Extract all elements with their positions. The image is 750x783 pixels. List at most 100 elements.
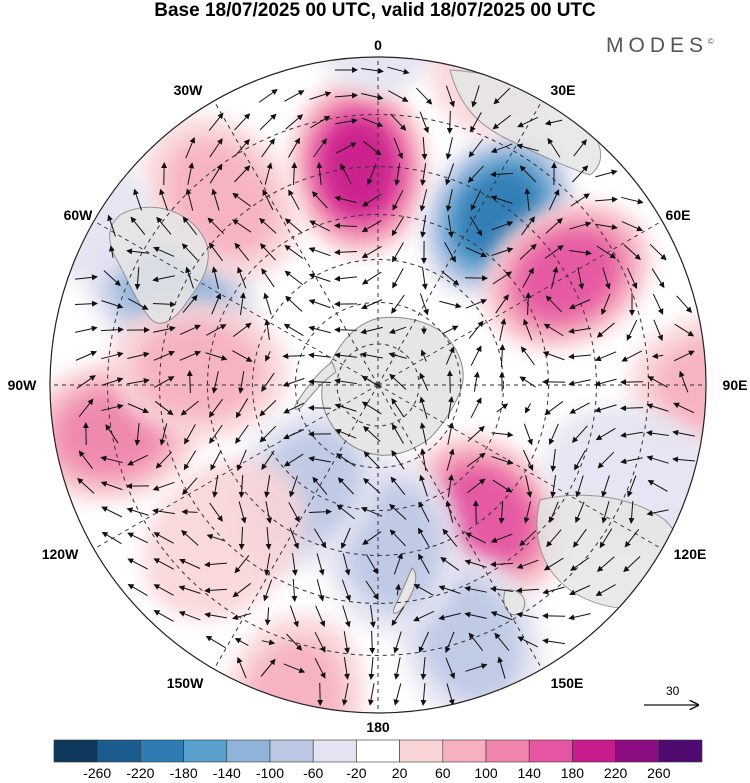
wind-arrow [334,326,358,333]
wind-arrow [517,116,539,128]
wind-arrow [208,398,223,418]
wind-arrow [491,247,514,256]
south-america [109,206,209,324]
wind-arrow [469,216,483,237]
wind-arrow [308,455,331,463]
wind-arrow [265,351,271,362]
wind-arrow [261,372,275,392]
wind-arrow [438,612,461,621]
wind-arrow [651,353,664,360]
wind-arrow [212,475,219,498]
wind-arrow [289,475,299,498]
wind-arrow [388,352,407,359]
wind-arrow [153,350,176,361]
wind-arrow [499,344,506,368]
wind-arrow [308,378,332,385]
wind-arrow [391,606,405,627]
wind-arrow [282,377,305,387]
wind-arrow [499,318,507,341]
wind-arrow [490,533,513,543]
wind-arrow [491,456,514,465]
wind-arrow [620,405,644,412]
wind-arrow [291,553,298,576]
meridian-line [93,220,379,386]
wind-arrow [259,399,277,417]
wind-arrow [519,376,536,388]
wind-arrow [181,508,198,515]
meridian-line [93,384,379,550]
wind-arrow [264,475,271,498]
wind-arrow [369,605,376,628]
wind-arrow [468,320,484,339]
wind-arrow [388,90,409,102]
wind-arrow [519,243,537,260]
wind-arrow [126,248,149,255]
lon-label-120e: 120E [673,546,707,562]
wind-arrow [490,611,513,621]
wind-arrow [363,140,382,156]
wind-arrow [647,480,668,492]
wind-arrow [571,425,588,443]
wind-arrow [340,163,352,184]
wind-arrow [673,350,695,362]
wind-arrow [417,527,430,548]
wind-arrow [420,448,427,471]
wind-arrow [105,423,119,444]
wind-arrow [361,375,382,389]
wind-arrow [444,631,455,654]
meridian-line [377,220,663,386]
wind-arrow [363,451,381,469]
wind-arrow [289,527,299,550]
wind-arrow [361,271,382,285]
wind-arrow [574,450,586,471]
wind-arrow [232,613,252,621]
wind-arrow [542,351,565,361]
wind-arrow [446,110,453,134]
wind-arrow [516,559,539,569]
wind-arrow [259,217,277,234]
wind-arrow [595,427,616,441]
wind-arrow [211,371,219,394]
wind-arrow [468,632,484,651]
wind-arrow [594,351,617,362]
wind-arrow [238,526,245,550]
brand-logo: MODES© [606,34,714,58]
wind-arrow [289,605,299,628]
wind-arrow [238,501,247,524]
wind-arrow [334,403,357,412]
wind-arrow [389,373,407,390]
wind-arrow [516,143,539,152]
wind-arrow [649,243,667,261]
wind-arrow [652,293,664,315]
wind-arrow [340,527,351,550]
wind-arrow [316,579,325,602]
wind-arrow [366,554,379,575]
wind-arrow [447,422,455,445]
wind-arrow [574,501,585,524]
wind-arrow [363,477,381,494]
wind-arrow [439,300,462,309]
wind-arrow [308,508,332,515]
wind-arrow [261,639,276,646]
wind-arrow [623,556,641,573]
wind-arrow [283,663,306,674]
wind-arrow [520,346,535,366]
wind-arrow [154,376,175,388]
wind-arrow [314,657,326,679]
wind-arrow [490,586,513,593]
wind-arrow [596,556,615,572]
wind-arrow [185,266,194,289]
wind-arrow [126,507,149,516]
wind-arrow [445,346,455,365]
wind-arrow [389,326,407,334]
wind-arrow [627,475,637,498]
wind-arrow [467,165,484,183]
wind-arrow [308,273,331,283]
wind-arrow [361,245,382,259]
wind-arrow [517,636,539,648]
wind-vectors [74,66,695,706]
wind-arrow [313,138,327,158]
wind-arrow [365,580,379,600]
wind-arrow [438,585,461,594]
wind-arrow [674,323,695,337]
